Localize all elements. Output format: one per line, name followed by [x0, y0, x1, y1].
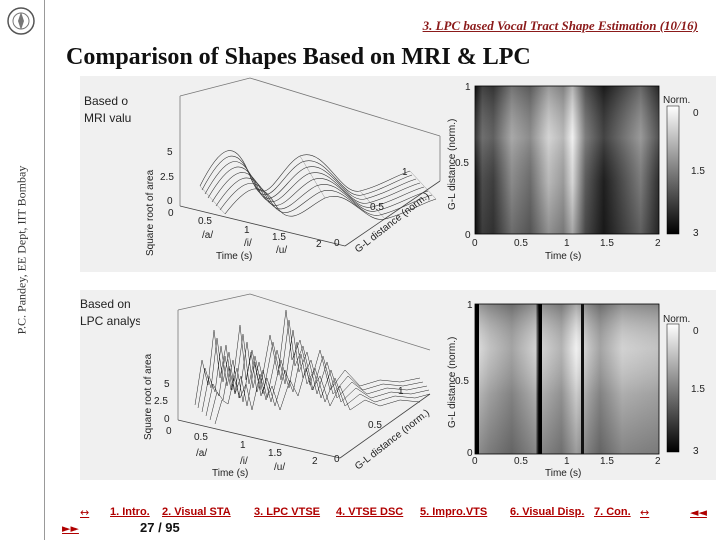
mri-heatmap-xtick: 2: [655, 238, 661, 249]
mri-ztick: 0: [167, 196, 173, 207]
lpc-ytick: 0: [334, 454, 340, 465]
lpc-ytick: 1: [398, 386, 404, 397]
nav-link-visual-sta[interactable]: 2. Visual STA: [162, 506, 231, 518]
lpc-xtick: 1.5: [268, 448, 282, 459]
nav-back-link[interactable]: ◄◄: [690, 506, 707, 519]
lpc-heatmap-xtick: 0: [472, 456, 478, 467]
mri-surface-plot: Square root of area 5 2.5 0 0 0.5 1 1.5 …: [140, 76, 470, 272]
lpc-vowel: /u/: [274, 462, 285, 473]
lpc-colorbar-tick: 1.5: [691, 384, 705, 395]
lpc-vowel: /a/: [196, 448, 207, 459]
nav-link-con[interactable]: 7. Con.: [594, 506, 631, 518]
mri-caption-line1: Based o: [84, 94, 129, 108]
nav-next-link[interactable]: ►►: [62, 522, 79, 535]
lpc-heatmap-xtick: 1.5: [600, 456, 614, 467]
lpc-surface-mesh: [194, 309, 431, 425]
mri-colorbar-tick: 1.5: [691, 166, 705, 177]
page-title: Comparison of Shapes Based on MRI & LPC: [66, 44, 531, 70]
lpc-heatmap-ytick: 0.5: [455, 376, 469, 387]
lpc-heatmap-xtick: 1: [564, 456, 570, 467]
mri-heatmap-xtick: 1.5: [600, 238, 614, 249]
section-heading: 3. LPC based Vocal Tract Shape Estimatio…: [422, 18, 698, 33]
lpc-ytick: 0.5: [368, 420, 382, 431]
lpc-heatmap-ytick: 1: [467, 300, 473, 311]
mri-heatmap-ytick: 0.5: [455, 158, 469, 169]
lpc-vowel: /i/: [240, 456, 248, 467]
lpc-ztick: 5: [164, 379, 170, 390]
mri-heatmap: G-L distance (norm.) 1 0.5 0 0 0.5 1 1.5…: [447, 82, 705, 262]
lpc-caption-line2: LPC analys: [80, 314, 142, 328]
author-sidebar-text: P.C. Pandey, EE Dept, IIT Bombay: [14, 165, 29, 335]
nav-link-vtse-dsc[interactable]: 4. VTSE DSC: [336, 506, 404, 518]
nav-link-visual-disp[interactable]: 6. Visual Disp.: [510, 506, 585, 518]
nav-link-intro[interactable]: 1. Intro.: [110, 506, 150, 518]
mri-colorbar-tick: 0: [693, 108, 699, 119]
mri-caption: Based o MRI valu: [84, 93, 131, 127]
mri-colorbar-title: Norm.: [663, 95, 690, 106]
lpc-heatmap-ylabel: G-L distance (norm.): [447, 337, 458, 428]
institute-logo-icon: [7, 7, 35, 35]
mri-colorbar-tick: 3: [693, 228, 699, 239]
nav-prev-link[interactable]: ↔: [80, 506, 90, 519]
mri-vowel: /i/: [244, 238, 252, 249]
mri-xtick: 0.5: [198, 216, 212, 227]
lpc-colorbar-tick: 0: [693, 326, 699, 337]
lpc-ztick: 2.5: [154, 396, 168, 407]
mri-xtick: 1: [244, 225, 250, 236]
lpc-xtick: 2: [312, 456, 318, 467]
lpc-caption: Based on LPC analys: [80, 296, 141, 330]
lpc-xtick: 0.5: [194, 432, 208, 443]
mri-caption-line2: MRI valu: [84, 111, 132, 125]
mri-zlabel: Square root of area: [145, 169, 156, 256]
lpc-xtick: 1: [240, 440, 246, 451]
nav-end-link[interactable]: ↔: [640, 506, 650, 519]
mri-ytick: 0.5: [370, 202, 384, 213]
mri-ztick: 5: [167, 147, 173, 158]
mri-heatmap-xtick: 1: [564, 238, 570, 249]
mri-ytick: 1: [402, 167, 408, 178]
sidebar: P.C. Pandey, EE Dept, IIT Bombay: [0, 0, 45, 540]
mri-xtick: 1.5: [272, 232, 286, 243]
mri-vowel: /a/: [202, 230, 213, 241]
lpc-xtick: 0: [166, 426, 172, 437]
mri-heatmap-ylabel: G-L distance (norm.): [447, 119, 458, 210]
mri-xtick: 0: [168, 208, 174, 219]
mri-xtick: 2: [316, 239, 322, 250]
lpc-heatmap-ytick: 0: [467, 448, 473, 459]
mri-heatmap-ytick: 1: [465, 82, 471, 93]
lpc-heatmap-xlabel: Time (s): [545, 468, 581, 479]
mri-heatmap-xlabel: Time (s): [545, 251, 581, 262]
mri-surface-mesh: [199, 150, 437, 220]
lpc-heatmap-xtick: 0.5: [514, 456, 528, 467]
lpc-zlabel: Square root of area: [143, 353, 154, 440]
nav-link-lpc-vtse[interactable]: 3. LPC VTSE: [254, 506, 321, 518]
mri-ztick: 2.5: [160, 172, 174, 183]
lpc-ztick: 0: [164, 414, 170, 425]
lpc-heatmap-xtick: 2: [655, 456, 661, 467]
lpc-heatmap: G-L distance (norm.) 1 0.5 0 0 0.5 1 1.5…: [447, 300, 705, 479]
nav-link-impro-vts[interactable]: 5. Impro.VTS: [420, 506, 488, 518]
lpc-colorbar-title: Norm.: [663, 314, 690, 325]
lpc-xlabel: Time (s): [212, 468, 248, 479]
lpc-colorbar-tick: 3: [693, 446, 699, 457]
mri-ytick: 0: [334, 238, 340, 249]
mri-heatmap-xtick: 0.5: [514, 238, 528, 249]
mri-heatmap-xtick: 0: [472, 238, 478, 249]
mri-heatmap-ytick: 0: [465, 230, 471, 241]
lpc-surface-plot: Square root of area 5 2.5 0 0 0.5 1 1.5 …: [140, 290, 440, 480]
mri-xlabel: Time (s): [216, 251, 252, 262]
mri-vowel: /u/: [276, 245, 287, 256]
page-number: 27 / 95: [140, 520, 180, 535]
lpc-caption-line1: Based on: [80, 297, 131, 311]
